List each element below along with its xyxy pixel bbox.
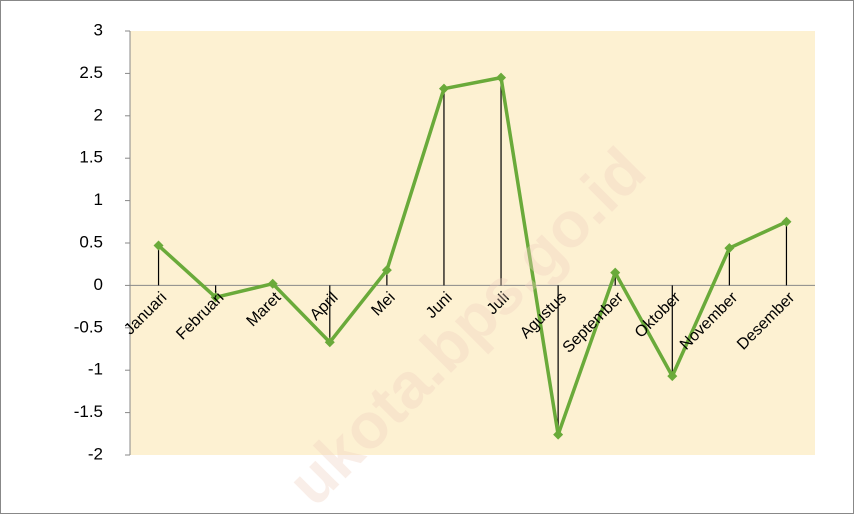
- point: [667, 371, 678, 382]
- point: [496, 72, 507, 83]
- y-tick-label: -1: [88, 360, 103, 379]
- point: [610, 267, 621, 278]
- y-tick-label: 2: [94, 105, 103, 124]
- y-tick-label: 1: [94, 190, 103, 209]
- point: [324, 337, 335, 348]
- y-tick-label: -2: [88, 444, 103, 463]
- point: [553, 429, 564, 440]
- plot-area: [130, 31, 815, 455]
- point: [438, 83, 449, 94]
- y-tick-label: -1.5: [74, 402, 103, 421]
- series-line: [157, 75, 788, 437]
- point: [781, 216, 792, 227]
- y-tick-label: 3: [94, 20, 103, 39]
- point: [724, 243, 735, 254]
- y-tick-label: -0.5: [74, 317, 103, 336]
- y-tick-label: 1.5: [79, 148, 103, 167]
- point: [267, 278, 278, 289]
- point: [153, 240, 164, 251]
- point: [381, 265, 392, 276]
- y-tick-label: 0.5: [79, 232, 103, 251]
- point: [210, 292, 221, 303]
- y-tick-label: 2.5: [79, 63, 103, 82]
- y-tick-label: 0: [94, 275, 103, 294]
